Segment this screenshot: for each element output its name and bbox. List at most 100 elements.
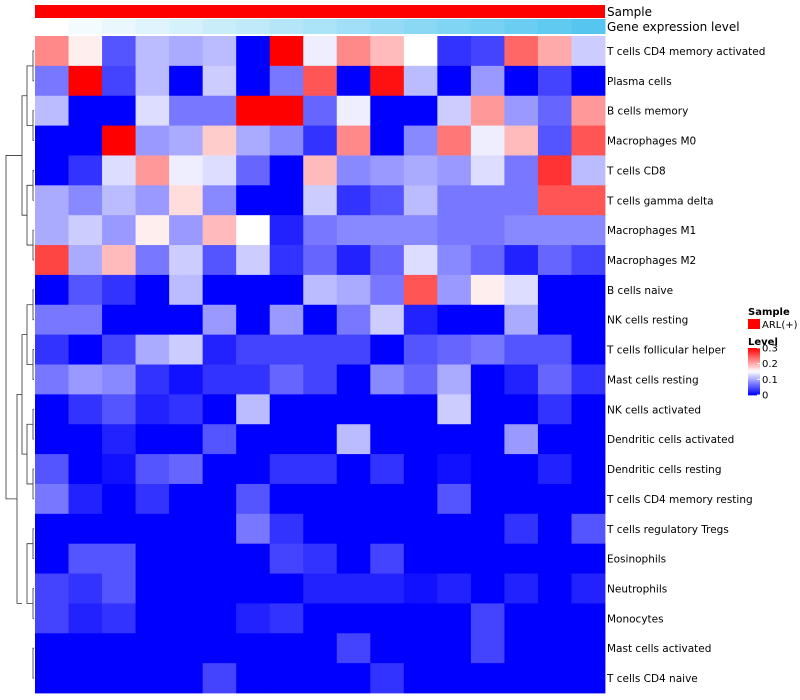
- heatmap-cell: [403, 245, 438, 276]
- legend-gradient-step: [748, 390, 760, 392]
- heatmap-cell: [202, 633, 237, 664]
- row-label: NK cells activated: [607, 404, 701, 416]
- heatmap-cell: [437, 454, 472, 485]
- heatmap-cell: [102, 215, 136, 246]
- heatmap-cell: [470, 215, 505, 246]
- heatmap-cell: [504, 573, 539, 604]
- legend-gradient-step: [748, 386, 760, 389]
- row-label: T cells follicular helper: [606, 345, 726, 357]
- heatmap-cell: [437, 364, 472, 395]
- heatmap-cell: [437, 215, 472, 246]
- dendrogram-branch: [26, 65, 33, 126]
- heatmap-cell: [68, 125, 103, 156]
- sample-annotation-bar: [35, 5, 605, 18]
- dendrogram-branch: [26, 543, 33, 604]
- heatmap-cell: [571, 304, 606, 336]
- heatmap-cell: [68, 36, 103, 67]
- heatmap-cell: [470, 95, 505, 126]
- heatmap-cell: [269, 364, 304, 395]
- heatmap-cell: [236, 573, 271, 604]
- heatmap-cell: [504, 424, 539, 455]
- heatmap-cell: [504, 334, 539, 365]
- heatmap-cell: [102, 274, 136, 306]
- heatmap-cell: [303, 125, 338, 156]
- heatmap-cell: [169, 573, 204, 604]
- heatmap-cell: [35, 155, 69, 186]
- heatmap-cell: [370, 663, 405, 694]
- legend-gradient-step: [748, 383, 760, 385]
- heatmap-cell: [135, 633, 170, 664]
- heatmap-cell: [269, 274, 304, 306]
- heatmap-cell: [403, 125, 438, 156]
- heatmap-cell: [236, 394, 271, 425]
- heatmap-cell: [537, 215, 572, 246]
- heatmap-cell: [202, 185, 237, 216]
- legend-gradient-step: [748, 392, 760, 395]
- legend-gradient-step: [748, 363, 760, 365]
- legend-level-title: Level: [748, 337, 778, 348]
- row-label: T cells CD4 naive: [606, 673, 698, 685]
- heatmap-cell: [169, 245, 204, 276]
- heatmap-cell: [169, 36, 204, 67]
- row-label: T cells regulatory Tregs: [606, 524, 729, 536]
- row-label: Mast cells activated: [607, 643, 711, 655]
- heatmap-cell: [202, 573, 237, 604]
- heatmap-cell: [303, 304, 338, 336]
- legend-sample-entry: ARL(+): [762, 320, 798, 331]
- expression-annotation-cell: [202, 19, 237, 34]
- heatmap-cell: [303, 573, 338, 604]
- heatmap-cell: [370, 245, 405, 276]
- dendrogram-branch: [32, 289, 34, 321]
- heatmap-cell: [68, 603, 103, 634]
- heatmap-cell: [68, 65, 103, 97]
- legend-gradient-step: [748, 358, 760, 361]
- heatmap-cell: [68, 663, 103, 694]
- heatmap-cell: [202, 603, 237, 634]
- heatmap-cell: [571, 663, 606, 694]
- heatmap-cell: [269, 95, 304, 126]
- heatmap-cell: [303, 155, 338, 186]
- heatmap-cell: [236, 663, 271, 694]
- legend-gradient-step: [748, 377, 760, 379]
- heatmap-cell: [370, 334, 405, 365]
- row-label: Plasma cells: [607, 76, 672, 88]
- heatmap-cell: [303, 483, 338, 515]
- heatmap-cell: [370, 95, 405, 126]
- heatmap-cell: [269, 424, 304, 455]
- heatmap-cell: [169, 125, 204, 156]
- heatmap-cell: [437, 663, 472, 694]
- heatmap-cell: [202, 394, 237, 425]
- heatmap-cell: [202, 155, 237, 186]
- legend-gradient-step: [748, 375, 760, 377]
- heatmap-cell: [571, 215, 606, 246]
- heatmap-cell: [236, 274, 271, 306]
- heatmap-cell: [202, 95, 237, 126]
- heatmap-cell: [504, 364, 539, 395]
- heatmap-cell: [236, 65, 271, 97]
- heatmap-cell: [102, 364, 136, 395]
- legend-gradient-step: [748, 389, 760, 391]
- heatmap-cell: [403, 274, 438, 306]
- heatmap-cell: [236, 155, 271, 186]
- heatmap-cell: [370, 65, 405, 97]
- heatmap-cell: [504, 543, 539, 574]
- heatmap-cell: [537, 334, 572, 365]
- heatmap-cell: [571, 394, 606, 425]
- heatmap-cell: [336, 633, 371, 664]
- heatmap-cell: [135, 513, 170, 545]
- heatmap-cell: [135, 155, 170, 186]
- heatmap-cell: [236, 364, 271, 395]
- heatmap-cell: [68, 364, 103, 395]
- heatmap-cell: [504, 483, 539, 515]
- expression-annotation-cell: [403, 19, 438, 34]
- heatmap-cell: [269, 454, 304, 485]
- heatmap-cell: [236, 304, 271, 336]
- legend-gradient-step: [748, 367, 760, 370]
- heatmap-cell: [470, 274, 505, 306]
- heatmap-cell: [571, 364, 606, 395]
- heatmap-cell: [269, 215, 304, 246]
- heatmap-cell: [504, 125, 539, 156]
- heatmap-cell: [437, 36, 472, 67]
- heatmap-cell: [35, 663, 69, 694]
- heatmap-cell: [336, 125, 371, 156]
